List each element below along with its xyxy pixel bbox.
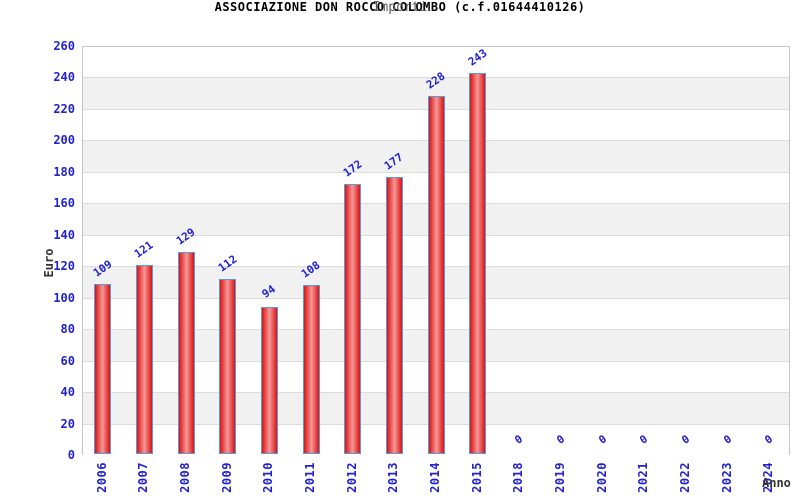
x-tick-label-2007: 2007 [136,462,151,493]
x-tick-label-2008: 2008 [178,462,193,493]
y-tick-label: 80 [60,322,75,337]
bar-2007 [135,264,153,454]
y-axis-title: Euro [42,248,56,278]
bar-2006 [94,283,112,454]
y-tick-label: 60 [60,353,75,368]
x-tick-label-2021: 2021 [636,462,651,493]
chart-subtitle: Importi [372,0,428,15]
x-tick-label-2010: 2010 [261,462,276,493]
gridline [83,77,789,79]
x-tick-label-2015: 2015 [469,462,484,493]
x-tick-label-2009: 2009 [219,462,234,493]
y-tick-label: 240 [53,70,75,85]
x-tick-label-2011: 2011 [303,462,318,493]
bar-2013 [385,176,403,454]
y-tick-label: 0 [67,448,75,462]
x-tick-label-2014: 2014 [428,462,442,493]
x-tick-label-2019: 2019 [552,462,567,493]
y-tick-label: 180 [53,164,75,179]
y-tick-label: 260 [53,39,75,53]
x-tick-label-2018: 2018 [511,462,526,493]
bar-2010 [260,307,278,454]
bar-2009 [219,278,237,454]
y-tick-label: 220 [53,101,75,116]
y-tick-label: 20 [60,416,75,431]
x-tick-label-2006: 2006 [94,462,109,493]
chart-title: ASSOCIAZIONE DON ROCCO COLOMBO (c.f.0164… [214,0,586,14]
x-axis-title: Anno [762,476,791,490]
x-tick-label-2023: 2023 [719,462,734,493]
y-tick-label: 120 [53,259,75,274]
x-tick-label-2022: 2022 [677,462,692,493]
x-tick-label-2012: 2012 [344,462,359,493]
bar-2015 [469,72,487,454]
y-tick-label: 160 [53,196,75,211]
bar-2011 [302,285,320,454]
bar-2012 [344,184,362,454]
y-tick-label: 200 [53,133,75,148]
x-tick-label-2013: 2013 [386,462,401,493]
x-tick-label-2020: 2020 [594,462,609,493]
plot-band [83,47,789,79]
bar-2008 [177,252,195,454]
y-tick-label: 100 [53,290,75,305]
y-tick-label: 140 [53,227,75,242]
y-tick-label: 40 [60,385,75,400]
bar-2014 [427,96,445,454]
